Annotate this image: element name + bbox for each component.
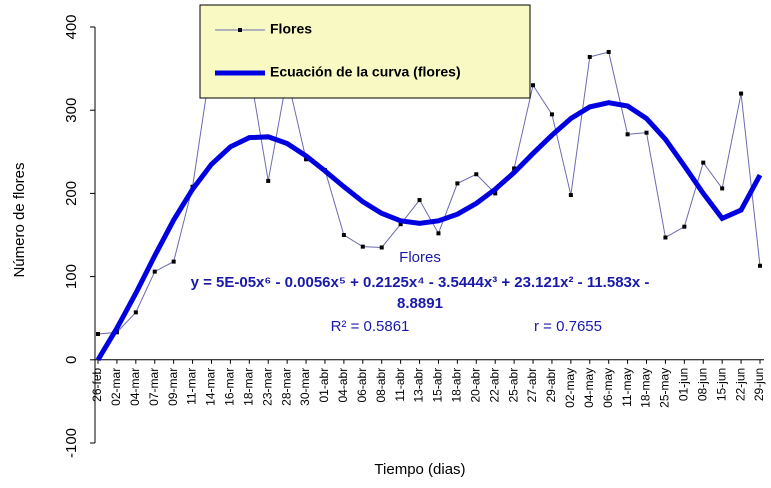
marker: [360, 244, 365, 249]
marker: [739, 91, 744, 96]
marker: [568, 193, 573, 198]
y-tick-label: -100: [63, 428, 80, 458]
x-tick-label: 29-jun: [752, 368, 766, 401]
marker: [587, 54, 592, 59]
marker: [644, 130, 649, 135]
x-tick-label: 08-abr: [374, 368, 388, 403]
x-tick-label: 02-mar: [109, 368, 123, 406]
x-tick-label: 13-abr: [412, 368, 426, 403]
marker: [625, 132, 630, 137]
annotation: y = 5E-05x⁶ - 0.0056x⁵ + 0.2125x⁴ - 3.54…: [191, 274, 650, 291]
marker: [133, 310, 138, 315]
marker: [152, 269, 157, 274]
x-tick-label: 18-mar: [241, 368, 255, 406]
marker: [701, 160, 706, 165]
marker: [512, 166, 517, 171]
y-tick-label: 100: [63, 264, 80, 289]
marker: [96, 332, 100, 337]
marker: [682, 224, 687, 229]
y-tick-label: 300: [63, 98, 80, 123]
marker: [493, 191, 498, 196]
marker: [341, 233, 346, 237]
x-tick-label: 22-abr: [487, 368, 501, 403]
x-tick-label: 15-abr: [431, 368, 445, 403]
x-tick-label: 18-abr: [450, 368, 464, 403]
x-tick-label: 11-abr: [393, 368, 407, 402]
x-tick-label: 01-abr: [317, 368, 331, 403]
x-tick-label: 14-mar: [204, 368, 218, 406]
x-tick-label: 25-abr: [506, 368, 520, 403]
y-tick-label: 400: [63, 14, 80, 39]
marker: [379, 245, 384, 250]
marker: [663, 235, 668, 240]
x-tick-label: 28-mar: [279, 368, 293, 406]
annotation: r = 0.7655: [534, 318, 602, 335]
x-tick-label: 18-may: [639, 368, 653, 408]
annotation: Flores: [399, 249, 441, 266]
x-tick-label: 09-mar: [166, 368, 180, 406]
legend: [199, 4, 531, 99]
marker: [171, 259, 176, 264]
x-tick-label: 04-may: [582, 368, 596, 408]
x-tick-label: 08-jun: [695, 368, 709, 401]
x-tick-label: 02-may: [563, 368, 577, 408]
x-tick-label: 16-mar: [223, 368, 237, 406]
annotation: R² = 0.5861: [331, 318, 410, 335]
marker: [455, 181, 460, 186]
x-tick-label: 27-abr: [525, 368, 539, 403]
x-tick-label: 20-abr: [468, 368, 482, 403]
x-tick-label: 15-jun: [714, 368, 728, 401]
legend-marker: [238, 28, 242, 32]
marker: [266, 178, 271, 183]
x-tick-label: 25-may: [658, 368, 672, 408]
y-tick-label: 0: [63, 356, 80, 364]
x-tick-label: 07-mar: [147, 368, 161, 406]
x-axis-title: Tiempo (dias): [374, 461, 465, 478]
marker: [398, 222, 403, 227]
x-tick-label: 23-mar: [260, 368, 274, 406]
fit-curve: [95, 100, 763, 362]
legend-label: Flores: [270, 21, 312, 37]
marker: [720, 186, 725, 191]
x-tick-label: 22-jun: [733, 368, 747, 401]
y-axis-title: Número de flores: [11, 162, 28, 277]
x-tick-label: 06-may: [601, 368, 615, 408]
x-tick-label: 04-abr: [336, 368, 350, 403]
legend-label: Ecuación de la curva (flores): [270, 64, 461, 80]
x-tick-label: 06-abr: [355, 368, 369, 403]
x-tick-label: 26-feb: [90, 367, 104, 401]
x-tick-label: 01-jun: [677, 368, 691, 401]
marker: [436, 231, 441, 236]
x-tick-label: 11-may: [620, 368, 634, 407]
x-tick-label: 04-mar: [128, 368, 142, 406]
x-tick-label: 29-abr: [544, 368, 558, 403]
marker: [304, 157, 309, 162]
marker: [549, 112, 554, 117]
annotation: 8.8891: [397, 295, 443, 312]
marker: [474, 172, 479, 177]
y-tick-label: 200: [63, 181, 80, 206]
x-tick-label: 11-mar: [185, 368, 199, 405]
marker: [531, 83, 536, 88]
marker: [606, 49, 611, 54]
x-tick-label: 30-mar: [298, 368, 312, 406]
marker: [758, 263, 762, 268]
marker: [417, 198, 422, 203]
